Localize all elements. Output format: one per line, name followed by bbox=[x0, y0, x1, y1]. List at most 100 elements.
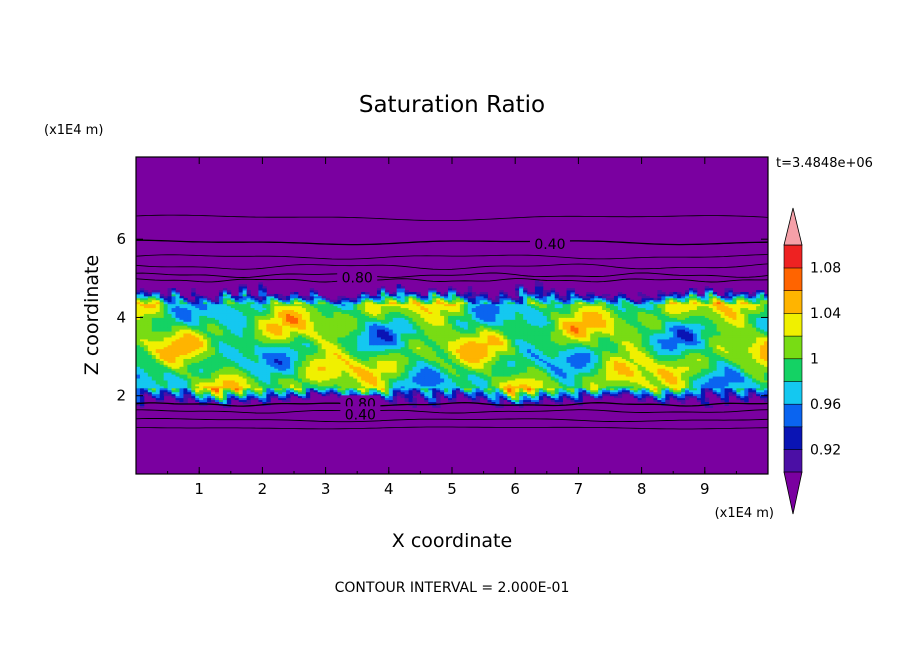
field-cell bbox=[606, 346, 611, 350]
field-cell bbox=[491, 356, 496, 359]
field-cell bbox=[384, 380, 390, 383]
field-cell bbox=[195, 354, 200, 357]
field-cell bbox=[388, 360, 394, 363]
field-cell bbox=[349, 340, 354, 344]
field-cell bbox=[373, 338, 378, 342]
field-cell bbox=[685, 366, 690, 369]
field-cell bbox=[361, 389, 366, 393]
field-cell bbox=[203, 340, 208, 344]
field-cell bbox=[764, 393, 769, 397]
field-cell bbox=[732, 346, 737, 350]
field-cell bbox=[511, 395, 516, 399]
field-cell bbox=[760, 376, 765, 379]
field-cell bbox=[594, 376, 599, 379]
field-cell bbox=[617, 395, 623, 399]
field-cell bbox=[286, 370, 291, 373]
field-cell bbox=[151, 378, 157, 381]
field-cell bbox=[716, 364, 721, 367]
field-cell bbox=[349, 344, 354, 348]
field-cell bbox=[617, 382, 623, 385]
field-cell bbox=[519, 364, 524, 367]
field-cell bbox=[558, 368, 563, 371]
field-cell bbox=[242, 350, 247, 354]
field-cell bbox=[147, 346, 153, 350]
field-cell bbox=[238, 399, 244, 402]
field-cell bbox=[700, 362, 706, 365]
field-cell bbox=[463, 364, 469, 367]
field-cell bbox=[740, 344, 745, 348]
field-cell bbox=[361, 360, 366, 363]
field-cell bbox=[491, 362, 496, 365]
field-cell bbox=[373, 344, 378, 348]
field-cell bbox=[463, 366, 469, 369]
field-cell bbox=[286, 385, 291, 389]
field-cell bbox=[574, 387, 579, 391]
field-cell bbox=[297, 385, 303, 389]
field-cell bbox=[724, 376, 729, 379]
field-cell bbox=[357, 385, 362, 389]
field-cell bbox=[345, 346, 350, 350]
field-cell bbox=[218, 395, 224, 399]
field-cell bbox=[187, 366, 192, 369]
field-cell bbox=[274, 366, 279, 369]
field-cell bbox=[542, 383, 548, 387]
field-cell bbox=[380, 385, 386, 389]
field-cell bbox=[764, 382, 769, 385]
field-cell bbox=[594, 374, 599, 377]
field-cell bbox=[550, 378, 556, 381]
field-cell bbox=[147, 344, 153, 348]
field-cell bbox=[673, 364, 678, 367]
field-cell bbox=[373, 368, 378, 371]
field-cell bbox=[218, 346, 224, 350]
field-cell bbox=[207, 395, 212, 399]
field-cell bbox=[716, 389, 721, 393]
field-cell bbox=[147, 354, 153, 357]
field-cell bbox=[353, 393, 358, 397]
field-cell bbox=[400, 376, 405, 379]
field-cell bbox=[491, 376, 496, 379]
field-cell bbox=[290, 358, 295, 361]
field-cell bbox=[748, 370, 753, 373]
field-cell bbox=[388, 378, 394, 381]
field-cell bbox=[689, 389, 694, 393]
field-cell bbox=[669, 352, 674, 356]
field-cell bbox=[365, 370, 370, 373]
field-cell bbox=[408, 346, 413, 350]
field-cell bbox=[523, 383, 528, 387]
field-cell bbox=[290, 374, 295, 377]
field-cell bbox=[246, 382, 251, 385]
field-cell bbox=[459, 344, 465, 348]
field-cell bbox=[463, 376, 469, 379]
field-cell bbox=[570, 383, 575, 387]
field-cell bbox=[653, 344, 658, 348]
field-cell bbox=[621, 366, 627, 369]
field-cell bbox=[341, 374, 346, 377]
field-cell bbox=[558, 389, 563, 393]
field-cell bbox=[700, 344, 706, 348]
field-cell bbox=[645, 338, 650, 342]
field-cell bbox=[744, 399, 749, 402]
field-cell bbox=[661, 346, 666, 350]
field-cell bbox=[606, 344, 611, 348]
field-cell bbox=[574, 399, 579, 402]
field-cell bbox=[467, 338, 473, 342]
field-cell bbox=[507, 348, 512, 352]
field-cell bbox=[175, 370, 180, 373]
field-cell bbox=[159, 344, 165, 348]
field-cell bbox=[309, 356, 315, 359]
field-cell bbox=[700, 376, 706, 379]
field-cell bbox=[696, 342, 702, 346]
field-cell bbox=[365, 389, 370, 393]
field-cell bbox=[507, 368, 512, 371]
field-cell bbox=[353, 372, 358, 375]
field-cell bbox=[534, 344, 540, 348]
field-cell bbox=[732, 364, 737, 367]
field-cell bbox=[562, 342, 567, 346]
field-cell bbox=[566, 378, 571, 381]
field-cell bbox=[673, 376, 678, 379]
field-cell bbox=[708, 358, 714, 361]
field-cell bbox=[621, 385, 627, 389]
field-cell bbox=[511, 350, 516, 354]
field-cell bbox=[689, 346, 694, 350]
field-cell bbox=[416, 360, 421, 363]
